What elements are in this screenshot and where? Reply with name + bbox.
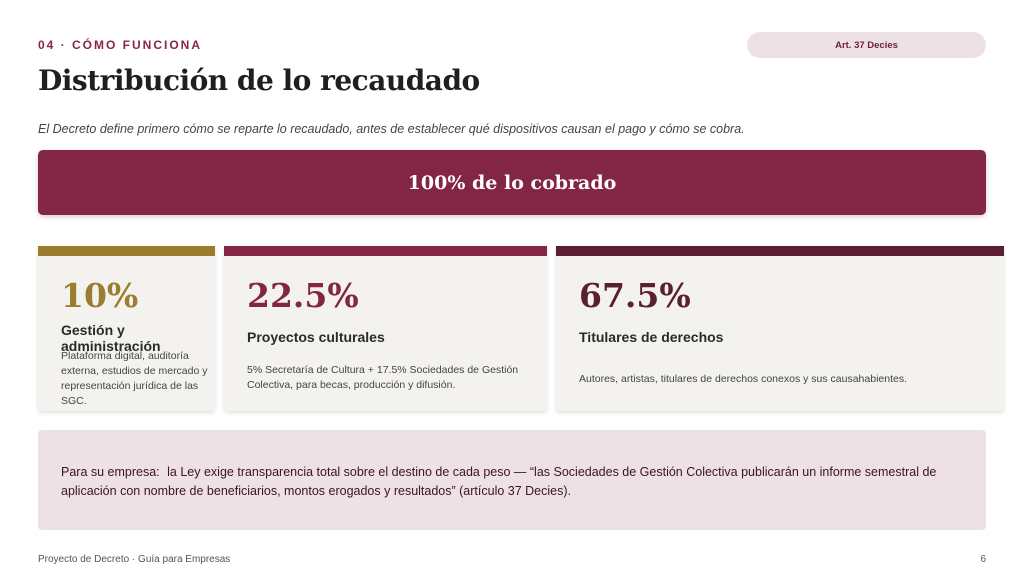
note-lead: Para su empresa: <box>61 465 160 479</box>
page-number: 6 <box>980 554 986 565</box>
company-note-box: Para su empresa: la Ley exige transparen… <box>38 430 986 530</box>
article-reference-badge: Art. 37 Decies <box>747 32 986 58</box>
footer-document-title: Proyecto de Decreto · Guía para Empresas <box>38 554 231 565</box>
total-collected-banner: 100% de lo cobrado <box>38 150 986 215</box>
card-description: 5% Secretaría de Cultura + 17.5% Socieda… <box>247 364 519 391</box>
card-percent: 67.5% <box>579 276 691 315</box>
page-title: Distribución de lo recaudado <box>38 64 480 97</box>
card-title: Gestión y administración <box>61 322 161 354</box>
page-subtitle: El Decreto define primero cómo se repart… <box>38 122 745 136</box>
distribution-card-administration: 10% Gestión y administración Plataforma … <box>38 246 215 411</box>
note-text: la Ley exige transparencia total sobre e… <box>61 465 937 498</box>
card-description: Plataforma digital, auditoría externa, e… <box>61 350 208 407</box>
card-accent-bar <box>224 246 547 256</box>
card-title: Titulares de derechos <box>579 329 724 345</box>
distribution-card-cultural-projects: 22.5% Proyectos culturales 5% Secretaría… <box>224 246 547 411</box>
card-percent: 10% <box>61 276 139 315</box>
section-eyebrow: 04 · CÓMO FUNCIONA <box>38 38 203 52</box>
card-description: Autores, artistas, titulares de derechos… <box>579 373 908 385</box>
card-percent: 22.5% <box>247 276 359 315</box>
card-title: Proyectos culturales <box>247 329 385 345</box>
card-accent-bar <box>556 246 1004 256</box>
distribution-card-rights-holders: 67.5% Titulares de derechos Autores, art… <box>556 246 1004 411</box>
card-accent-bar <box>38 246 215 256</box>
